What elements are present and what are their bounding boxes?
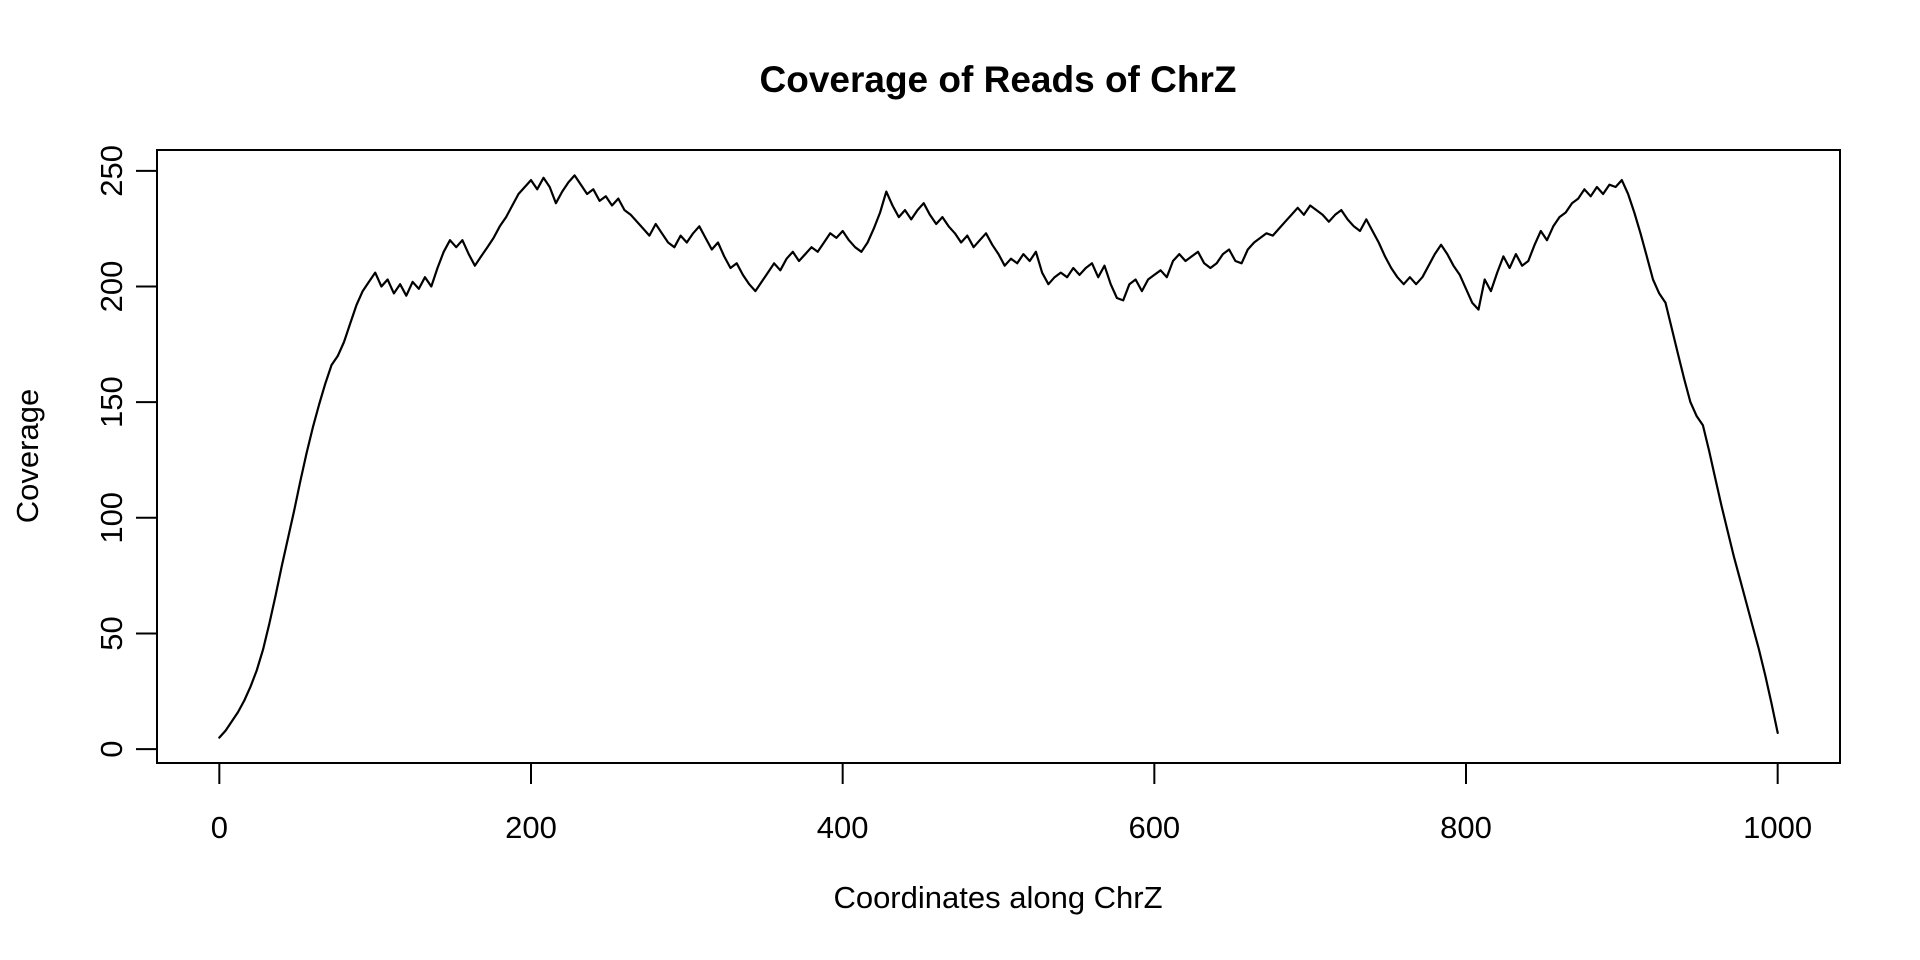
x-tick-label: 200: [505, 810, 557, 845]
x-tick-label: 1000: [1743, 810, 1812, 845]
x-tick-label: 400: [817, 810, 869, 845]
plot-title: Coverage of Reads of ChrZ: [760, 59, 1237, 100]
x-axis-ticks: 0 200 400 600 800 1000: [211, 763, 1812, 845]
x-tick-label: 0: [211, 810, 228, 845]
y-axis-label: Coverage: [10, 389, 45, 523]
y-tick-label: 100: [94, 492, 129, 544]
coverage-line: [218, 174, 1779, 739]
y-tick-label: 0: [94, 740, 129, 757]
x-axis-label: Coordinates along ChrZ: [833, 880, 1162, 915]
y-tick-label: 200: [94, 261, 129, 313]
y-axis-ticks: 0 50 100 150 200 250: [94, 145, 157, 758]
plot-box: [156, 149, 1841, 764]
x-tick-label: 800: [1440, 810, 1492, 845]
y-tick-label: 250: [94, 145, 129, 197]
y-tick-label: 50: [94, 616, 129, 650]
y-tick-label: 150: [94, 376, 129, 428]
x-tick-label: 600: [1128, 810, 1180, 845]
